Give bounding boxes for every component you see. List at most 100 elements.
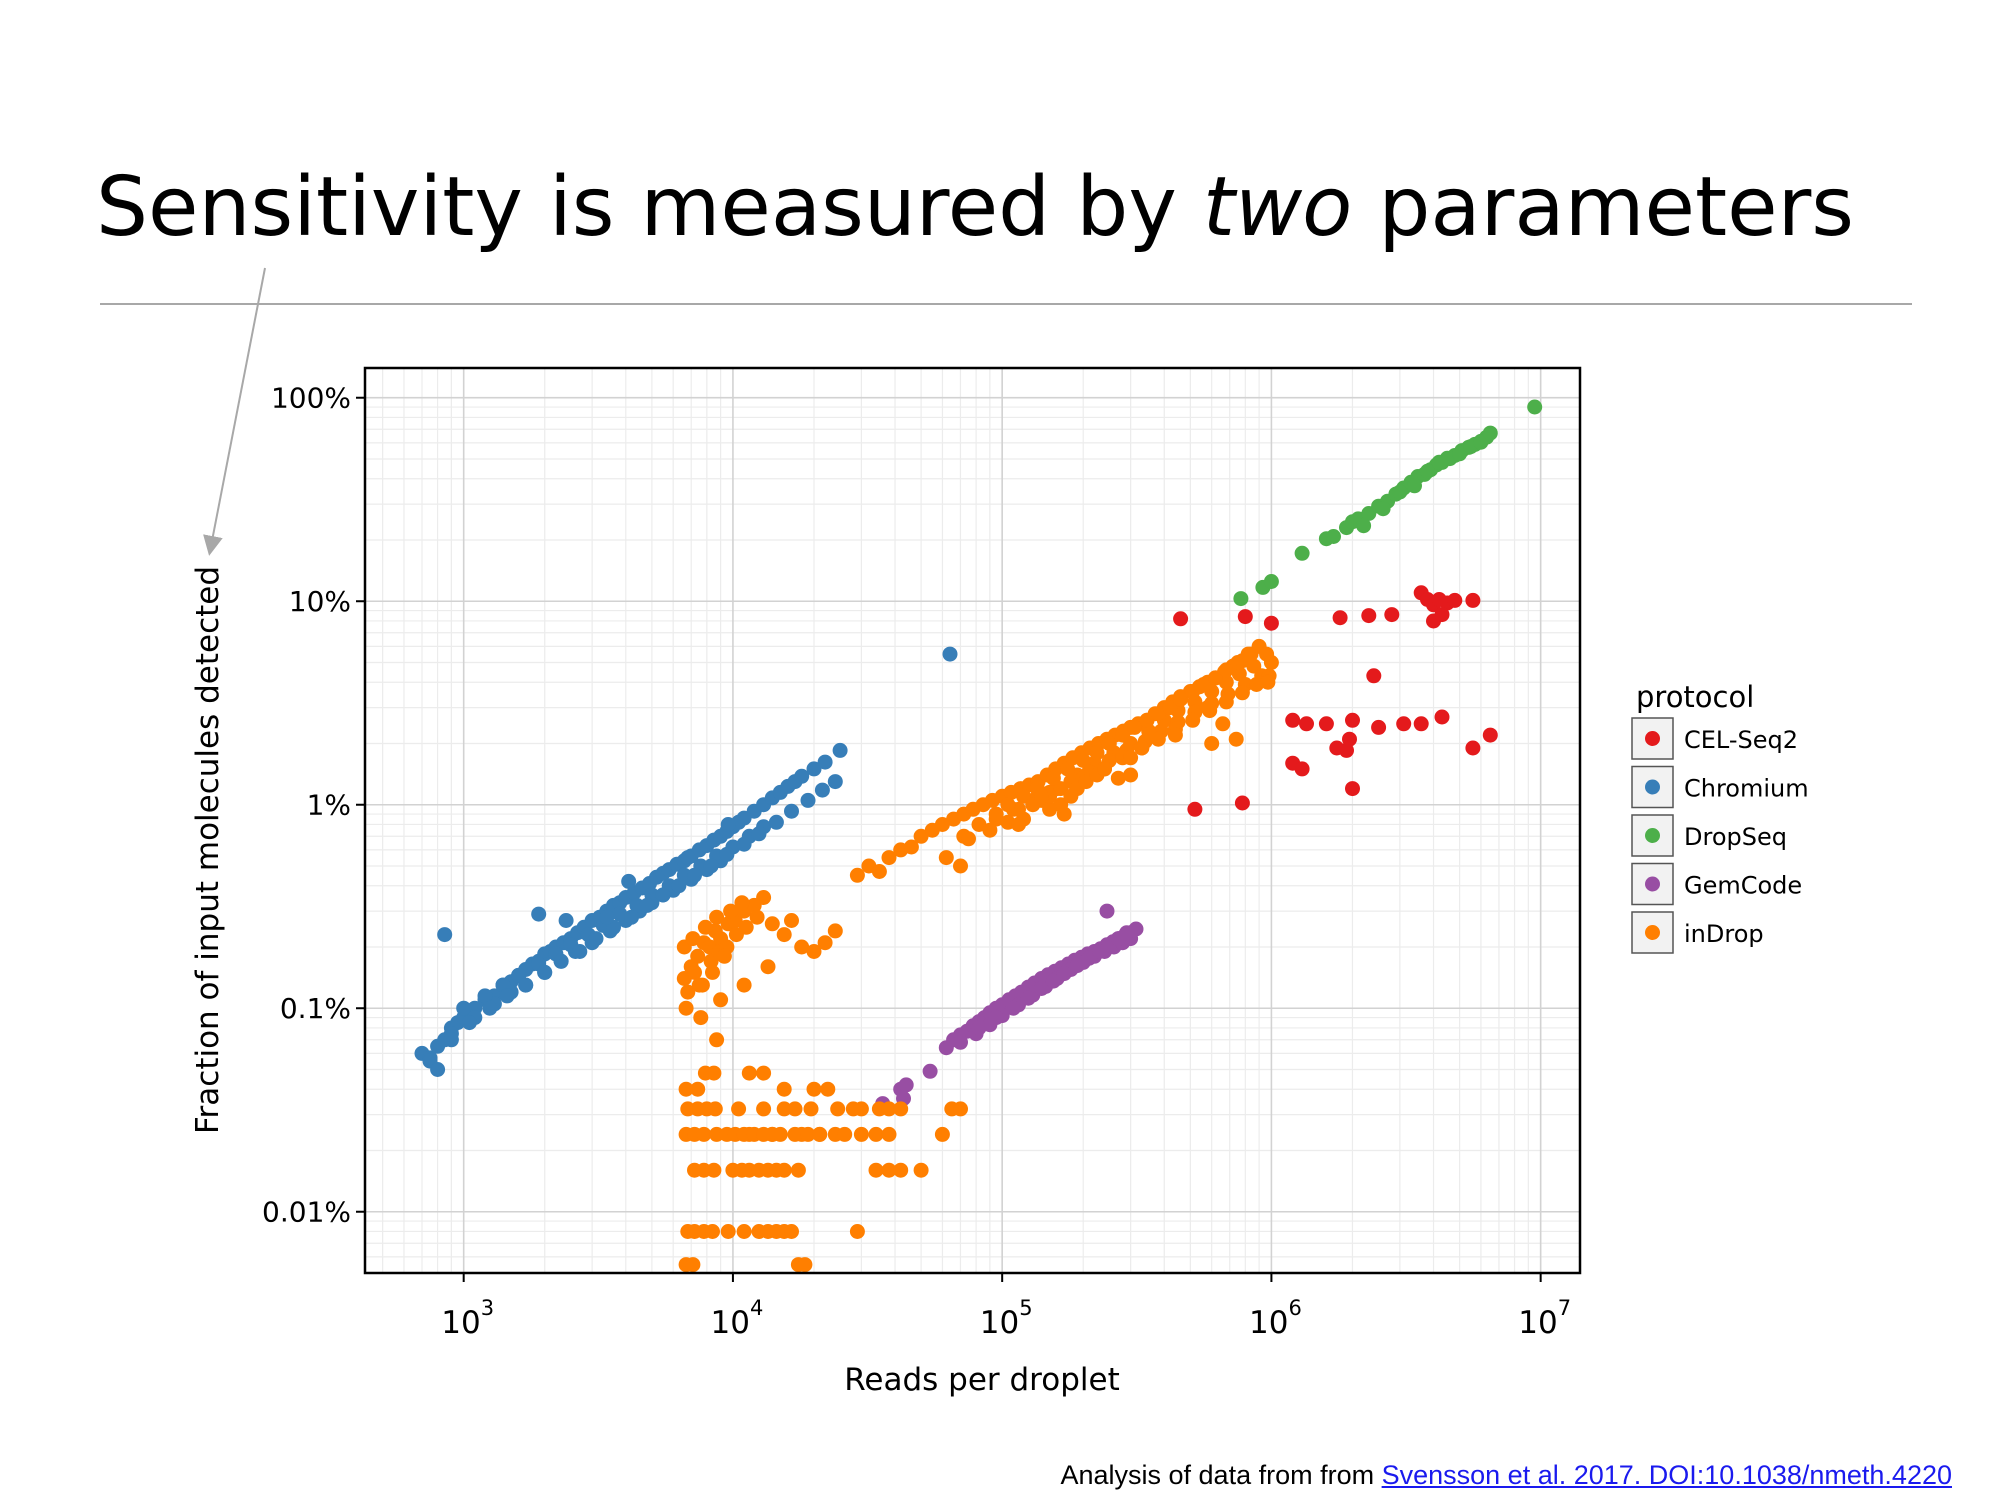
title-divider <box>100 303 1912 305</box>
point-indrop <box>1115 727 1131 743</box>
point-chromium <box>558 913 574 928</box>
point-indrop <box>849 1224 865 1239</box>
point-cel-seq2 <box>1413 716 1429 732</box>
point-gemcode <box>898 1077 914 1093</box>
point-indrop <box>1150 706 1166 722</box>
point-chromium <box>639 897 655 913</box>
point-indrop <box>893 1162 909 1178</box>
point-chromium <box>621 873 637 889</box>
point-cel-seq2 <box>1342 731 1357 747</box>
point-gemcode <box>1020 990 1036 1006</box>
point-indrop <box>706 1065 722 1081</box>
point-dropseq <box>1392 484 1408 500</box>
point-cel-seq2 <box>1434 709 1450 725</box>
point-indrop <box>784 913 799 928</box>
point-chromium <box>655 887 671 903</box>
point-indrop <box>1134 740 1150 756</box>
point-indrop <box>800 1126 816 1142</box>
point-chromium <box>736 836 752 852</box>
point-indrop <box>817 935 833 951</box>
point-gemcode <box>1119 925 1135 941</box>
point-indrop <box>678 1081 694 1097</box>
point-dropseq <box>1326 529 1341 544</box>
point-gemcode <box>971 1020 987 1036</box>
point-cel-seq2 <box>1318 716 1334 732</box>
x-tick-label: 105 <box>980 1296 1033 1341</box>
point-indrop <box>787 1126 803 1142</box>
point-chromium <box>814 782 830 798</box>
point-indrop <box>953 1101 968 1117</box>
point-chromium <box>443 1032 459 1048</box>
point-chromium <box>456 1000 472 1016</box>
point-indrop <box>1053 797 1069 813</box>
point-indrop <box>1123 767 1139 783</box>
legend-item-gemcode: GemCode <box>1631 862 1802 906</box>
point-indrop <box>756 890 772 905</box>
slide-title: Sensitivity is measured by two parameter… <box>96 160 1855 255</box>
data-points <box>414 399 1543 1273</box>
point-dropseq <box>1473 434 1489 450</box>
y-axis-title: Fraction of input molecules detected <box>190 566 226 1134</box>
legend: protocol CEL-Seq2 Chromium DropSeq GemCode i… <box>1631 680 1809 954</box>
point-indrop <box>1228 731 1244 747</box>
annotation-arrow <box>203 267 266 556</box>
point-indrop <box>1218 694 1234 710</box>
x-tick-label: 104 <box>711 1296 764 1341</box>
point-chromium <box>612 906 628 922</box>
legend-item-chromium: Chromium <box>1631 765 1809 809</box>
legend-marker <box>1645 876 1660 892</box>
point-cel-seq2 <box>1332 610 1348 626</box>
point-cel-seq2 <box>1345 712 1360 728</box>
point-chromium <box>671 878 687 894</box>
point-dropseq <box>1407 478 1422 494</box>
point-indrop <box>830 1101 846 1117</box>
point-chromium <box>572 944 588 959</box>
point-chromium <box>482 1000 498 1016</box>
point-indrop <box>736 977 752 993</box>
point-indrop <box>913 1162 929 1178</box>
point-indrop <box>1075 753 1091 768</box>
point-indrop <box>913 828 929 844</box>
point-indrop <box>953 858 968 874</box>
point-indrop <box>806 1081 822 1097</box>
point-indrop <box>1110 770 1126 786</box>
point-indrop <box>893 1101 909 1117</box>
legend-item-indrop: inDrop <box>1631 911 1764 954</box>
point-indrop <box>881 1162 897 1178</box>
point-indrop <box>690 1081 706 1097</box>
y-tick-label: 0.01% <box>262 1196 351 1229</box>
point-cel-seq2 <box>1294 761 1310 777</box>
point-indrop <box>731 1101 747 1117</box>
point-dropseq <box>1452 446 1468 462</box>
point-indrop <box>1215 716 1231 732</box>
point-indrop <box>1234 685 1250 701</box>
point-indrop <box>685 931 701 947</box>
point-indrop <box>685 1257 701 1273</box>
point-indrop <box>691 977 707 993</box>
point-indrop <box>1200 700 1216 716</box>
series-dropseq <box>1233 399 1543 607</box>
point-chromium <box>624 909 639 925</box>
source-link[interactable]: Svensson et al. 2017. DOI:10.1038/nmeth.… <box>1381 1460 1952 1490</box>
series-chromium <box>414 646 958 1077</box>
point-cel-seq2 <box>1173 611 1189 627</box>
point-indrop <box>1011 817 1026 832</box>
point-indrop <box>1150 731 1166 747</box>
point-indrop <box>1101 736 1117 751</box>
point-indrop <box>1249 677 1264 692</box>
point-chromium <box>518 977 534 993</box>
point-indrop <box>776 1162 792 1178</box>
point-dropseq <box>1420 463 1435 479</box>
y-tick-label: 0.1% <box>280 992 351 1025</box>
legend-item-dropseq: DropSeq <box>1631 814 1787 857</box>
point-indrop <box>1060 761 1076 777</box>
point-indrop <box>903 839 919 855</box>
point-indrop <box>1263 655 1279 670</box>
point-indrop <box>738 919 754 935</box>
point-chromium <box>680 850 696 866</box>
legend-label: CEL-Seq2 <box>1684 726 1798 754</box>
point-indrop <box>1185 684 1201 699</box>
point-indrop <box>1097 761 1112 777</box>
legend-label: Chromium <box>1684 775 1809 803</box>
